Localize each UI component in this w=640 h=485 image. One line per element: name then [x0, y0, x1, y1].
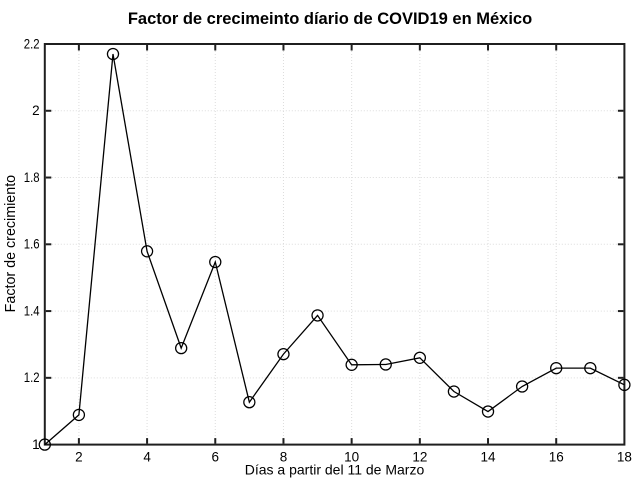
- svg-text:1.4: 1.4: [24, 303, 40, 318]
- svg-text:12: 12: [412, 450, 427, 465]
- svg-text:1.6: 1.6: [24, 237, 40, 252]
- svg-text:2.2: 2.2: [24, 36, 40, 51]
- svg-text:1.8: 1.8: [24, 170, 40, 185]
- svg-text:4: 4: [143, 450, 151, 465]
- svg-text:8: 8: [280, 450, 288, 465]
- svg-text:10: 10: [344, 450, 359, 465]
- svg-text:Factor de crecimeinto díario d: Factor de crecimeinto díario de COVID19 …: [128, 10, 532, 28]
- svg-text:Días a partir del 11 de Marzo: Días a partir del 11 de Marzo: [245, 461, 425, 477]
- svg-text:2: 2: [32, 103, 40, 118]
- svg-text:18: 18: [617, 450, 632, 465]
- svg-text:1: 1: [32, 437, 40, 452]
- svg-text:1.2: 1.2: [24, 370, 40, 385]
- svg-text:Factor de crecimiento: Factor de crecimiento: [3, 175, 19, 313]
- svg-text:16: 16: [549, 450, 564, 465]
- svg-text:2: 2: [75, 450, 83, 465]
- svg-text:6: 6: [212, 450, 220, 465]
- svg-text:14: 14: [481, 450, 497, 465]
